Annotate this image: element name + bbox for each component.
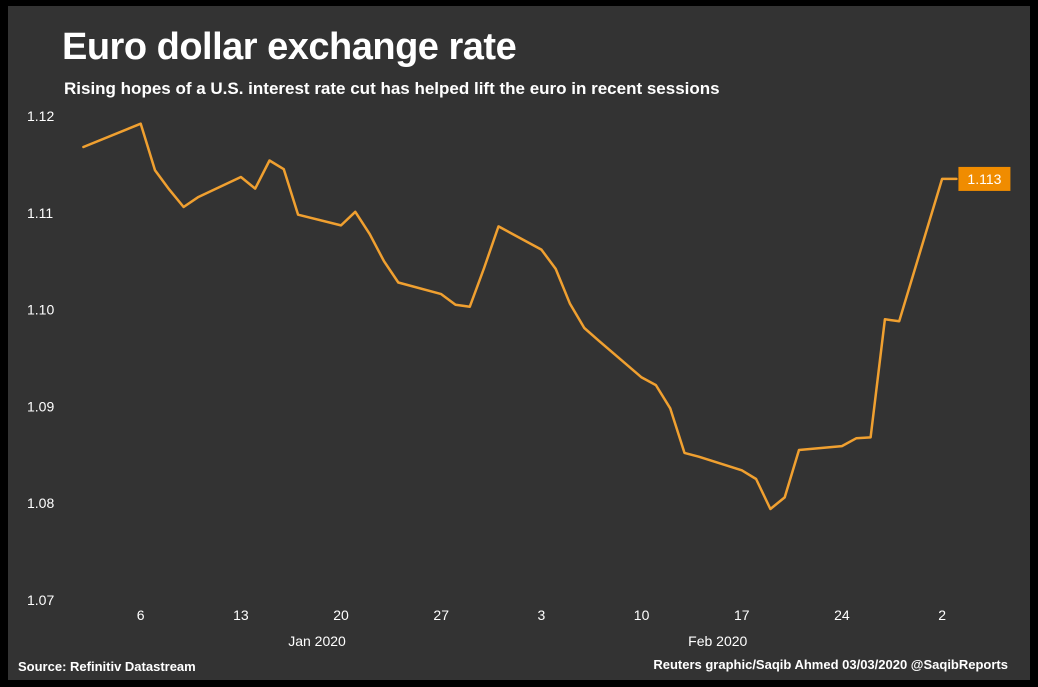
x-tick-label: 10 [634,607,650,623]
x-tick-label: 3 [537,607,545,623]
source-note: Source: Refinitiv Datastream [18,659,196,674]
graphic-credit: Reuters graphic/Saqib Ahmed 03/03/2020 @… [653,657,1008,672]
end-value-label: 1.113 [967,171,1001,187]
y-axis: 1.12 1.11 1.10 1.09 1.08 1.07 [27,108,54,608]
y-tick-label: 1.10 [27,302,54,318]
y-tick-label: 1.12 [27,108,54,124]
y-tick-label: 1.07 [27,592,54,608]
end-value-marker: 1.113 [958,166,1011,191]
x-tick-label: 2 [938,607,946,623]
x-tick-label: 24 [834,607,850,623]
x-tick-label: 13 [233,607,249,623]
series-layer [82,122,958,511]
chart-subtitle: Rising hopes of a U.S. interest rate cut… [64,79,720,98]
y-tick-label: 1.09 [27,398,54,414]
x-month-label: Feb 2020 [688,633,747,649]
chart-title: Euro dollar exchange rate [62,26,517,68]
x-axis: 6 13 20 27 3 10 17 24 2 Jan 2020 Feb 2020 [137,607,946,649]
series-line [82,122,958,511]
x-tick-label: 20 [333,607,349,623]
y-tick-label: 1.08 [27,495,54,511]
x-month-label: Jan 2020 [288,633,346,649]
y-tick-label: 1.11 [27,205,53,221]
x-tick-label: 27 [433,607,449,623]
chart-frame: Euro dollar exchange rate Rising hopes o… [8,6,1030,680]
x-tick-label: 17 [734,607,750,623]
x-tick-label: 6 [137,607,145,623]
end-label-box [958,166,1011,191]
